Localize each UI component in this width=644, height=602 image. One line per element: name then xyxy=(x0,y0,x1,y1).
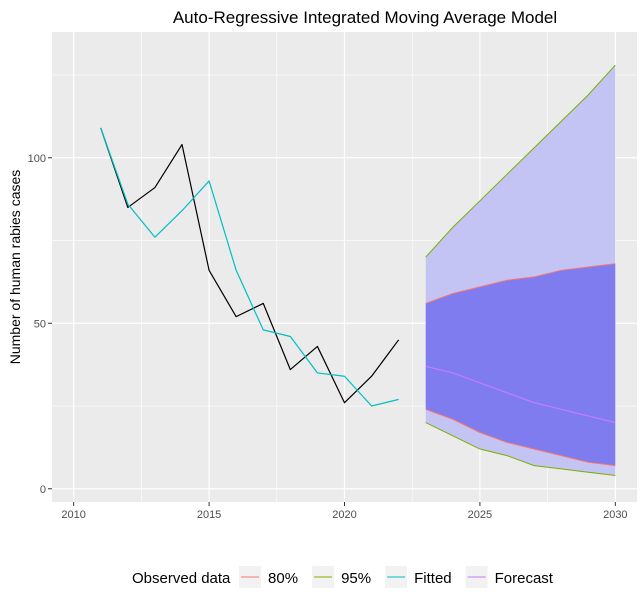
y-tick-label: 50 xyxy=(34,318,46,330)
legend-label-2: Fitted xyxy=(414,570,452,587)
y-tick-label: 100 xyxy=(28,153,46,165)
band-95-upper-edge xyxy=(425,64,616,258)
x-tick-label: 2020 xyxy=(332,509,356,521)
chart-title: Auto-Regressive Integrated Moving Averag… xyxy=(173,8,557,27)
y-axis-label: Number of human rabies cases xyxy=(7,170,23,365)
band-95-lower-edge xyxy=(425,422,616,477)
band-80-upper-edge xyxy=(425,263,616,304)
x-axis-ticks: 2010 2015 2020 2025 2030 xyxy=(61,502,628,521)
forecast-line xyxy=(425,365,616,424)
x-tick-label: 2015 xyxy=(197,509,221,521)
legend: Observed data 80% 95% Fitted Forecast xyxy=(132,566,554,588)
series-lines xyxy=(100,127,616,424)
legend-label-3: Forecast xyxy=(495,570,554,587)
forecast-intervals xyxy=(425,64,616,477)
band-80-lower-edge xyxy=(425,408,616,467)
y-tick-label: 0 xyxy=(40,484,46,496)
legend-title: Observed data xyxy=(132,570,231,587)
band-80 xyxy=(425,263,616,466)
legend-label-0: 80% xyxy=(268,570,298,587)
y-axis-ticks: 0 50 100 xyxy=(28,153,52,496)
x-tick-label: 2010 xyxy=(61,509,85,521)
x-tick-label: 2025 xyxy=(468,509,492,521)
legend-label-1: 95% xyxy=(341,570,371,587)
observed-line xyxy=(100,127,400,404)
x-tick-label: 2030 xyxy=(603,509,627,521)
fitted-line xyxy=(100,127,399,407)
